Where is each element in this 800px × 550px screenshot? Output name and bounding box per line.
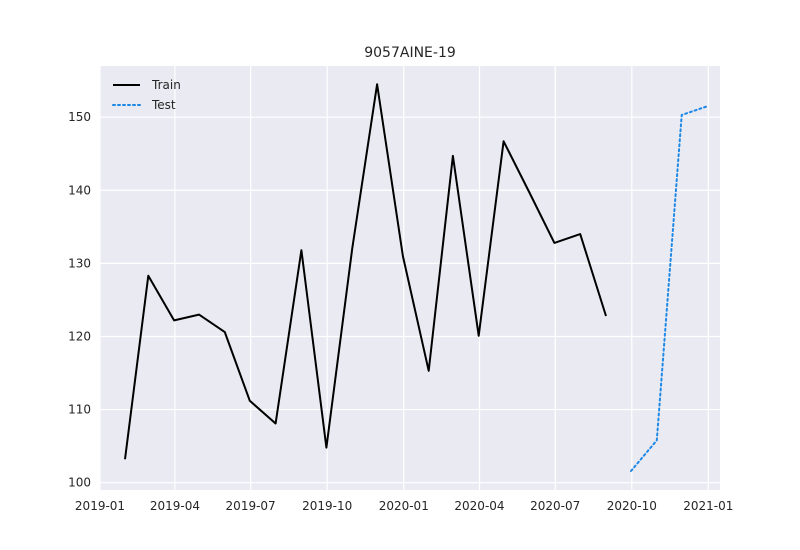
y-tick-label: 100 — [68, 476, 91, 490]
x-tick-label: 2019-07 — [226, 499, 276, 513]
x-tick-label: 2019-01 — [75, 499, 125, 513]
plot-area — [100, 66, 720, 490]
y-tick-label: 120 — [68, 329, 91, 343]
legend-label-test: Test — [151, 98, 176, 112]
y-tick-label: 130 — [68, 256, 91, 270]
y-tick-label: 140 — [68, 183, 91, 197]
x-tick-label: 2020-10 — [607, 499, 657, 513]
legend-label-train: Train — [151, 78, 181, 92]
y-tick-label: 150 — [68, 110, 91, 124]
legend: Train Test — [112, 78, 181, 112]
x-tick-label: 2020-01 — [379, 499, 429, 513]
y-axis-ticks: 100 110 120 130 140 150 — [68, 110, 91, 490]
x-axis-ticks: 2019-01 2019-04 2019-07 2019-10 2020-01 2020-… — [75, 499, 733, 513]
x-tick-label: 2021-01 — [683, 499, 733, 513]
series-layer — [124, 83, 709, 472]
y-tick-label: 110 — [68, 403, 91, 417]
series-line-test — [630, 105, 709, 472]
series-line-train — [124, 83, 607, 460]
x-tick-label: 2019-10 — [302, 499, 352, 513]
chart-title: 9057AINE-19 — [364, 45, 456, 61]
x-tick-label: 2019-04 — [150, 499, 200, 513]
x-tick-label: 2020-07 — [530, 499, 580, 513]
grid-lines — [99, 66, 720, 490]
x-tick-label: 2020-04 — [454, 499, 504, 513]
